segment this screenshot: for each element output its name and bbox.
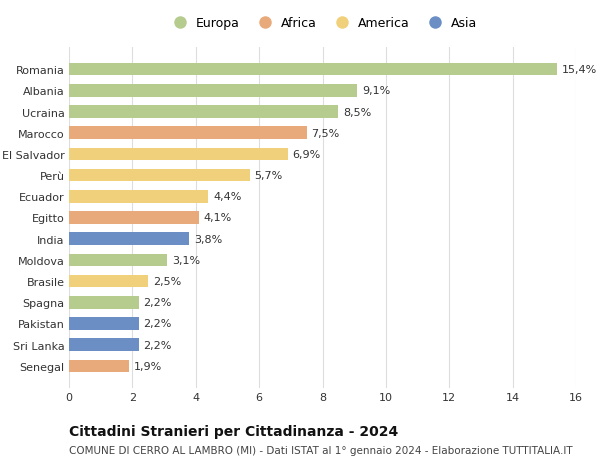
- Bar: [69, 339, 139, 351]
- Text: COMUNE DI CERRO AL LAMBRO (MI) - Dati ISTAT al 1° gennaio 2024 - Elaborazione TU: COMUNE DI CERRO AL LAMBRO (MI) - Dati IS…: [69, 445, 572, 455]
- Text: 2,2%: 2,2%: [143, 297, 172, 308]
- Text: 3,1%: 3,1%: [172, 255, 200, 265]
- Text: 4,4%: 4,4%: [213, 192, 242, 202]
- Legend: Europa, Africa, America, Asia: Europa, Africa, America, Asia: [167, 17, 478, 30]
- Bar: [69, 275, 148, 288]
- Text: 1,9%: 1,9%: [134, 361, 162, 371]
- Bar: [69, 318, 139, 330]
- Bar: [69, 296, 139, 309]
- Text: 3,8%: 3,8%: [194, 234, 223, 244]
- Bar: [69, 127, 307, 140]
- Bar: [69, 212, 199, 224]
- Bar: [69, 64, 557, 76]
- Bar: [69, 106, 338, 118]
- Text: 9,1%: 9,1%: [362, 86, 391, 96]
- Bar: [69, 169, 250, 182]
- Text: 15,4%: 15,4%: [562, 65, 597, 75]
- Text: 5,7%: 5,7%: [254, 171, 283, 181]
- Text: 2,2%: 2,2%: [143, 319, 172, 329]
- Text: 8,5%: 8,5%: [343, 107, 371, 117]
- Bar: [69, 190, 208, 203]
- Text: 7,5%: 7,5%: [311, 129, 340, 139]
- Bar: [69, 148, 287, 161]
- Text: 2,5%: 2,5%: [153, 276, 181, 286]
- Bar: [69, 85, 358, 97]
- Bar: [69, 360, 129, 372]
- Text: 2,2%: 2,2%: [143, 340, 172, 350]
- Bar: [69, 233, 190, 246]
- Text: 6,9%: 6,9%: [292, 150, 320, 160]
- Text: 4,1%: 4,1%: [203, 213, 232, 223]
- Bar: [69, 254, 167, 267]
- Text: Cittadini Stranieri per Cittadinanza - 2024: Cittadini Stranieri per Cittadinanza - 2…: [69, 425, 398, 438]
